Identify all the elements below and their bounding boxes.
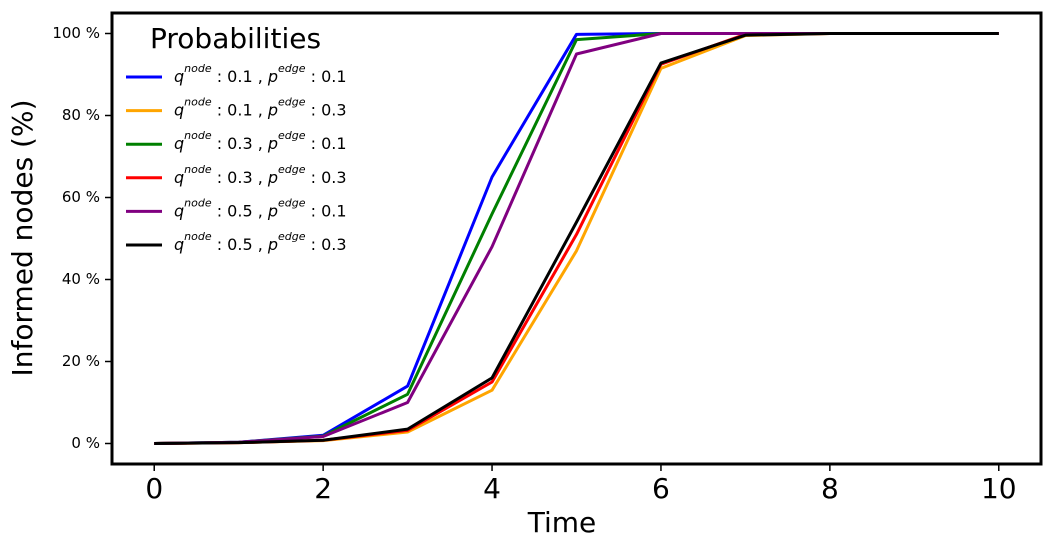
- legend-label-part: q: [174, 134, 184, 153]
- legend-label-part: : 0.1 ,: [212, 100, 268, 119]
- legend-label-part: node: [184, 62, 212, 75]
- legend-label-part: node: [184, 96, 212, 109]
- legend-label-part: q: [174, 201, 184, 220]
- y-tick-label: 40 %: [62, 270, 100, 288]
- legend-label-part: edge: [278, 163, 306, 176]
- legend-label: qnode : 0.5 , pedge : 0.3: [174, 230, 347, 254]
- legend-label-part: edge: [278, 62, 306, 75]
- y-tick-label: 100 %: [52, 24, 100, 42]
- legend-label-part: p: [267, 100, 278, 119]
- y-tick-label: 20 %: [62, 352, 100, 370]
- legend-label-part: q: [174, 167, 184, 186]
- legend-label-part: : 0.3: [306, 167, 347, 186]
- y-tick-label: 80 %: [62, 106, 100, 124]
- legend-label-part: edge: [278, 96, 306, 109]
- legend-label-part: q: [174, 100, 184, 119]
- legend-label-part: edge: [278, 129, 306, 142]
- y-tick-label: 60 %: [62, 188, 100, 206]
- x-tick-label: 6: [652, 472, 670, 505]
- y-tick-label: 0 %: [71, 434, 100, 452]
- legend-label-part: : 0.3 ,: [212, 134, 268, 153]
- legend-label-part: p: [267, 134, 278, 153]
- x-axis-label: Time: [527, 506, 597, 539]
- y-axis-label: Informed nodes (%): [6, 99, 39, 376]
- legend-label-part: p: [267, 201, 278, 220]
- legend-title: Probabilities: [150, 22, 321, 55]
- legend-label-part: p: [267, 235, 278, 254]
- legend-label-part: q: [174, 235, 184, 254]
- legend-label-part: edge: [278, 230, 306, 243]
- legend-label-part: : 0.5 ,: [212, 235, 268, 254]
- legend-label: qnode : 0.3 , pedge : 0.1: [174, 129, 347, 153]
- legend-label: qnode : 0.1 , pedge : 0.3: [174, 96, 347, 120]
- x-tick-label: 10: [981, 472, 1017, 505]
- legend-label-part: node: [184, 129, 212, 142]
- legend-label: qnode : 0.5 , pedge : 0.1: [174, 196, 347, 220]
- legend-label-part: : 0.3 ,: [212, 167, 268, 186]
- legend-label-part: node: [184, 163, 212, 176]
- legend-label-part: : 0.3: [306, 100, 347, 119]
- legend-label-part: p: [267, 167, 278, 186]
- legend-label-part: node: [184, 196, 212, 209]
- series-line: [154, 32, 999, 445]
- legend-label-part: q: [174, 67, 184, 86]
- legend-label-part: p: [267, 67, 278, 86]
- x-tick-label: 4: [483, 472, 501, 505]
- legend-label-part: : 0.1: [306, 201, 347, 220]
- legend-label-part: : 0.1: [306, 134, 347, 153]
- legend-label-part: edge: [278, 196, 306, 209]
- legend-label-part: : 0.5 ,: [212, 201, 268, 220]
- legend-label: qnode : 0.1 , pedge : 0.1: [174, 62, 347, 86]
- legend-label-part: : 0.1 ,: [212, 67, 268, 86]
- plot-frame: [110, 11, 1043, 466]
- legend-label-part: node: [184, 230, 212, 243]
- legend-label: qnode : 0.3 , pedge : 0.3: [174, 163, 347, 187]
- legend-label-part: : 0.1: [306, 67, 347, 86]
- x-tick-label: 0: [145, 472, 163, 505]
- x-tick-label: 2: [314, 472, 332, 505]
- x-tick-label: 8: [821, 472, 839, 505]
- legend-label-part: : 0.3: [306, 235, 347, 254]
